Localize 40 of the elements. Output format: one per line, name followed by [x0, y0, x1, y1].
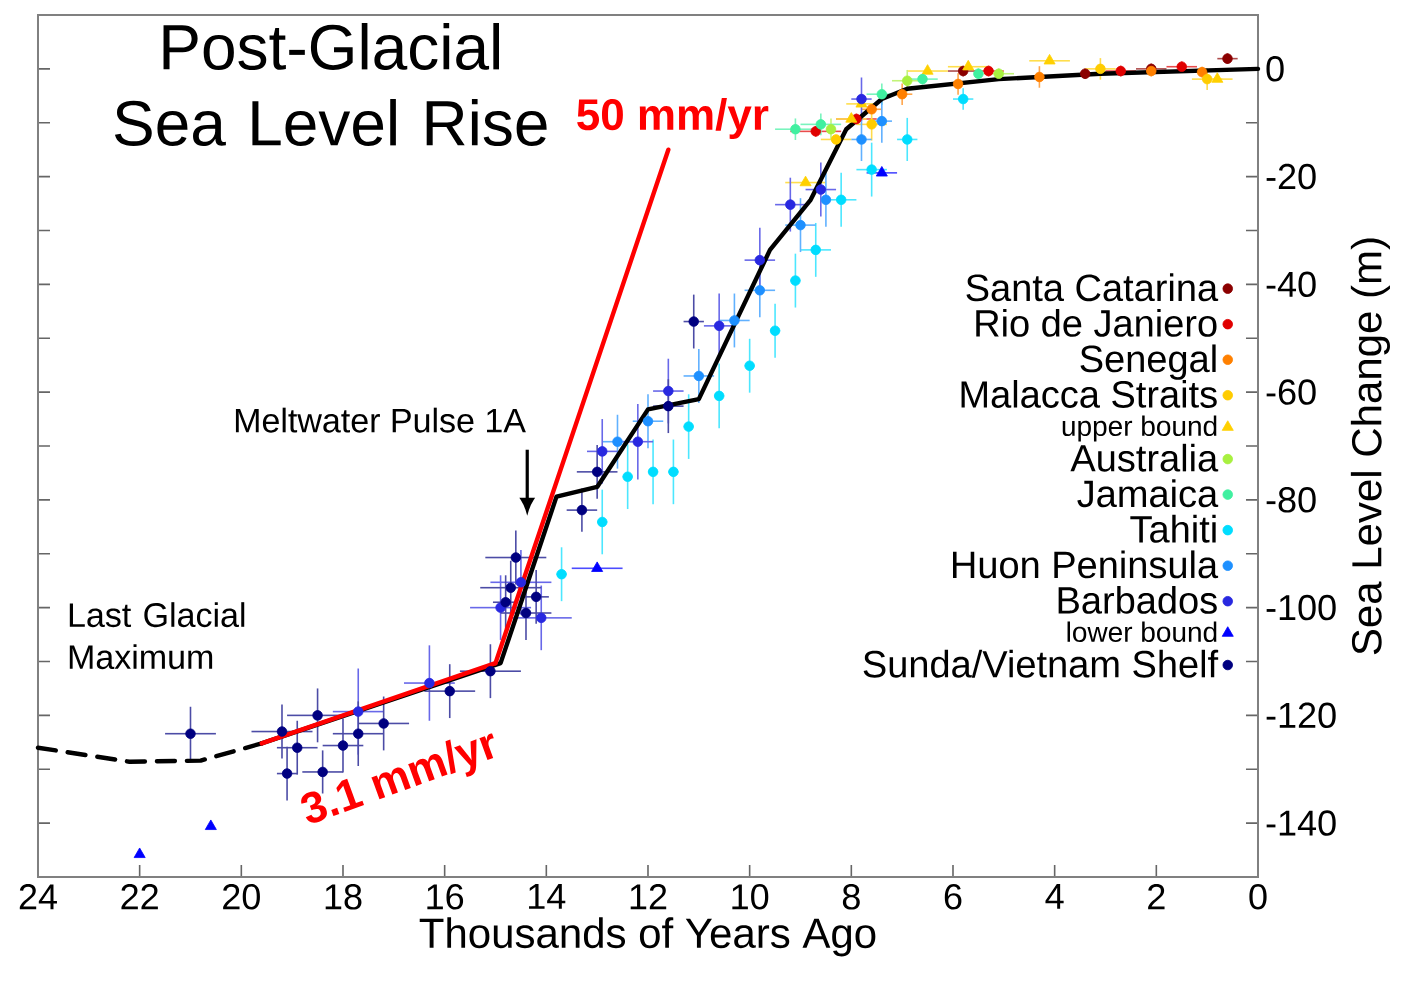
legend-label: lower bound: [1067, 621, 1217, 643]
x-tick-label: 20: [223, 884, 260, 910]
y-tick-label: -20: [1266, 163, 1316, 190]
x-axis-title: Thousands of Years Ago: [419, 917, 876, 957]
x-tick-label: 4: [1045, 884, 1064, 909]
x-tick-label: 12: [630, 884, 667, 910]
legend-label: Santa Catarina: [966, 273, 1219, 302]
legend-label: upper bound: [1062, 415, 1217, 442]
y-tick-label: -140: [1266, 810, 1336, 836]
legend-label: Rio de Janiero: [976, 308, 1217, 337]
legend-label: Barbados: [1058, 585, 1217, 614]
x-tick-label: 0: [1249, 884, 1267, 910]
x-tick-label: 2: [1148, 884, 1165, 910]
x-tick-label: 6: [944, 884, 962, 910]
y-axis-title: Sea Level Change (m): [1350, 238, 1390, 655]
y-tick-label: 0: [1266, 56, 1284, 82]
x-tick-label: 10: [732, 884, 769, 910]
legend-label: Huon Peninsula: [953, 550, 1219, 579]
legend-label: Australia: [1070, 443, 1219, 472]
x-tick-label: 16: [427, 884, 464, 910]
annotation: 3.1 mm/yr: [301, 733, 494, 823]
y-tick-label: -40: [1266, 271, 1316, 298]
x-tick-label: 8: [842, 884, 860, 910]
text: Post-Glacial Sea Level Rise: [114, 23, 547, 146]
legend-label: Jamaica: [1077, 479, 1219, 508]
legend-label: Sunda/Vietnam Shelf: [863, 649, 1219, 678]
x-tick-label: 22: [121, 884, 158, 910]
y-tick-label: -120: [1266, 702, 1336, 729]
y-tick-label: -100: [1266, 594, 1336, 621]
annotation: Meltwater Pulse 1A: [235, 407, 526, 433]
y-tick-label: -60: [1266, 379, 1316, 405]
annotation: Last Glacial Maximum: [69, 602, 245, 670]
x-tick-label: 24: [19, 884, 57, 910]
x-tick-label: 18: [325, 884, 362, 910]
legend-label: Tahiti: [1130, 514, 1216, 543]
x-tick-label: 14: [529, 884, 566, 909]
legend-label: Malacca Straits: [961, 379, 1217, 408]
annotation: 50 mm/yr: [577, 97, 769, 139]
legend-label: Senegal: [1080, 344, 1216, 380]
y-tick-label: -80: [1266, 487, 1316, 513]
